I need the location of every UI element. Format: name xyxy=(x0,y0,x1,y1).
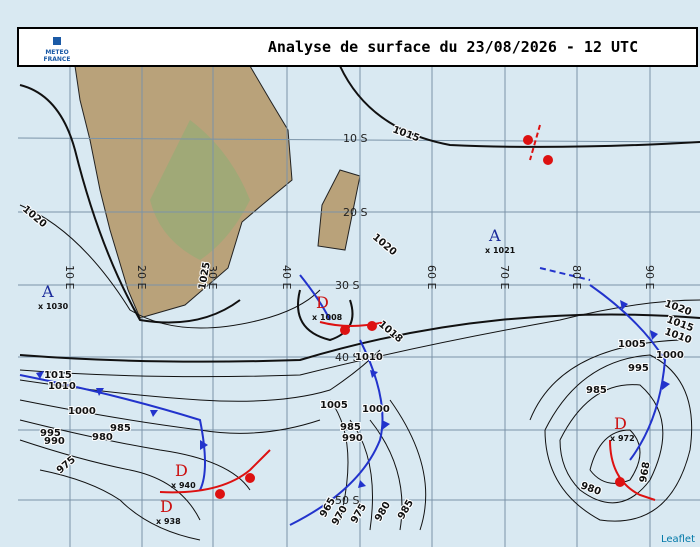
lon-label: 70 E xyxy=(498,265,511,289)
lon-label: 40 E xyxy=(280,265,293,289)
center-symbol: A xyxy=(41,282,54,301)
logo-text: METEO xyxy=(45,49,68,56)
lon-label: 80 E xyxy=(570,265,583,289)
front-symbols xyxy=(36,135,670,499)
isobar-label: 995 xyxy=(40,428,61,439)
center-pressure: x 1030 xyxy=(38,302,69,311)
center-pressure: x 972 xyxy=(610,434,635,443)
isobar-label: 1000 xyxy=(362,404,390,415)
lon-label: 60 E xyxy=(425,265,438,289)
center-symbol: D xyxy=(614,414,627,433)
lon-label: 20 E xyxy=(135,265,148,289)
lon-label: 10 E xyxy=(63,265,76,289)
map-title: Analyse de surface du 23/08/2026 - 12 UT… xyxy=(268,38,638,56)
isobar-label: 985 xyxy=(586,385,607,396)
center-pressure: x 1021 xyxy=(485,246,516,255)
isobar-label: 980 xyxy=(92,432,113,443)
isobar-label: 995 xyxy=(628,363,649,374)
isobar-label: 1010 xyxy=(48,381,76,392)
lat-label: 50 S xyxy=(335,494,359,507)
lon-label: 30 E xyxy=(206,265,219,289)
center-pressure: x 1008 xyxy=(312,313,343,322)
attribution[interactable]: Leaflet xyxy=(661,534,695,545)
title-box xyxy=(17,27,698,67)
isobar-label: 968 xyxy=(638,461,652,484)
lat-label: 20 S xyxy=(343,206,367,219)
isobar-label: 1000 xyxy=(656,350,684,361)
fronts xyxy=(19,124,667,526)
lon-label: 90 E xyxy=(643,265,656,289)
isobar-label: 1000 xyxy=(68,406,96,417)
isobar-label: 1005 xyxy=(320,400,348,411)
graticule xyxy=(17,66,700,547)
center-pressure: x 938 xyxy=(156,517,181,526)
logo-text: FRANCE xyxy=(44,56,71,63)
center-symbol: D xyxy=(160,497,173,516)
isobar-label: 985 xyxy=(340,422,361,433)
madagascar xyxy=(317,169,361,251)
isobar-label: 1010 xyxy=(355,352,383,363)
isobar-label: 1005 xyxy=(618,339,646,350)
center-symbol: D xyxy=(175,461,188,480)
lat-label: 10 S xyxy=(343,132,367,145)
isobar-label: 990 xyxy=(44,436,65,447)
isobar-label: 985 xyxy=(110,423,131,434)
lat-label: 40 S xyxy=(335,351,359,364)
center-symbol: D xyxy=(316,293,329,312)
center-symbol: A xyxy=(488,226,501,245)
center-pressure: x 940 xyxy=(171,481,196,490)
lat-label: 30 S xyxy=(335,279,359,292)
relief xyxy=(150,120,250,260)
logo-icon xyxy=(53,37,61,45)
isobar-label: 1015 xyxy=(44,370,72,381)
isobar-label: 990 xyxy=(342,433,363,444)
